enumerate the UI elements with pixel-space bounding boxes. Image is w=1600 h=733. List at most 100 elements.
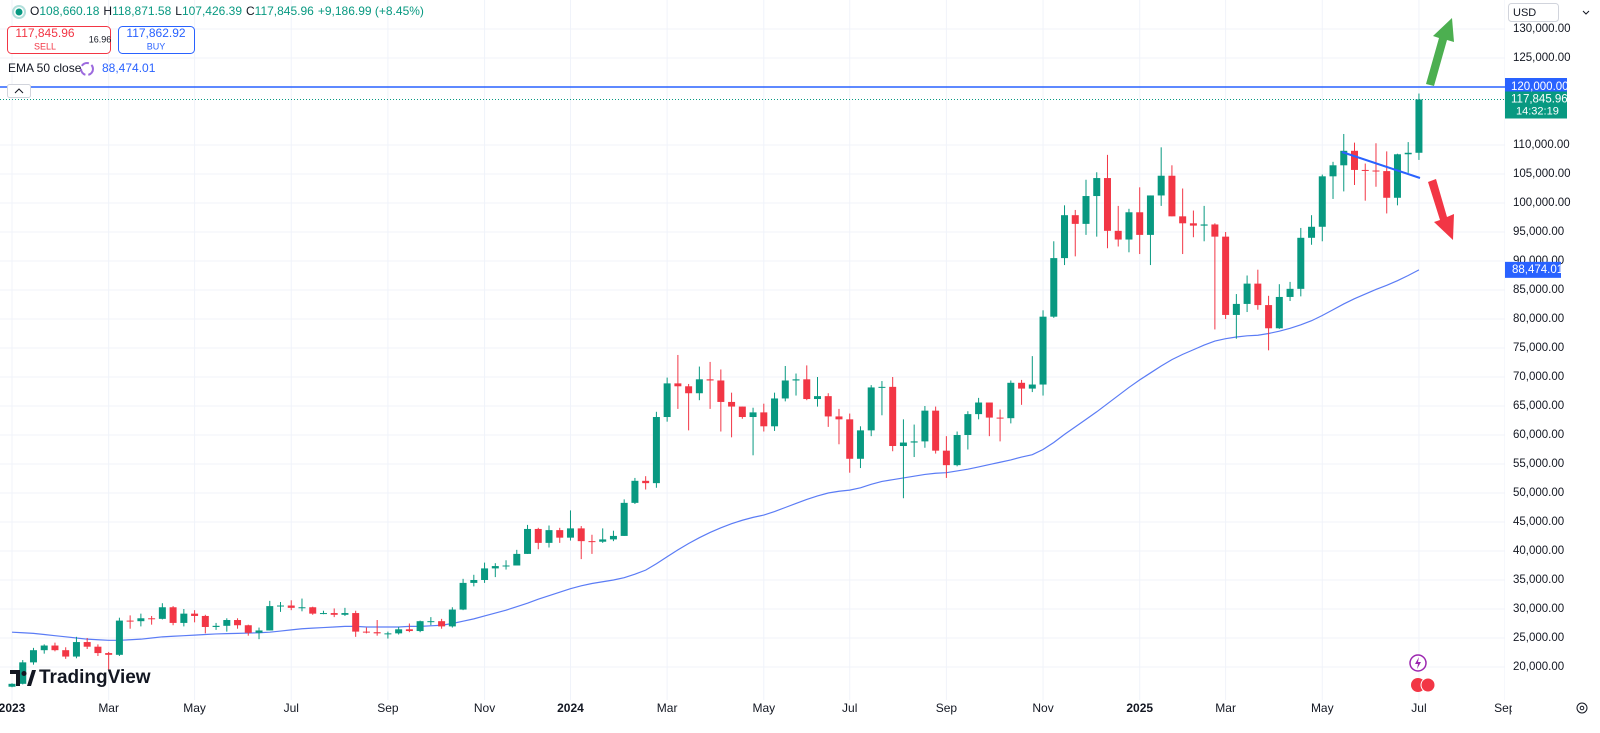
indicator-icon[interactable] (80, 62, 94, 76)
candle-body (835, 416, 843, 420)
ohlc-key: C (246, 4, 255, 18)
candle-body (1254, 283, 1262, 306)
candle-body (362, 631, 370, 633)
sell-label[interactable]: SELL (34, 41, 56, 51)
candle-body (158, 607, 166, 619)
y-tick-label: 50,000.00 (1513, 487, 1564, 499)
buy-price[interactable]: 117,862.92 (126, 26, 185, 40)
candle-body (1179, 216, 1187, 224)
candle-body (1415, 99, 1423, 153)
candle-body (459, 582, 467, 610)
settings-icon[interactable] (1579, 705, 1585, 711)
candle-body (341, 613, 349, 615)
y-tick-label: 95,000.00 (1513, 226, 1564, 238)
candle-body (867, 387, 875, 431)
collapse-icon[interactable] (14, 88, 24, 94)
ohlc-value: 117,845.96 (255, 4, 314, 18)
candle-body (631, 480, 639, 503)
candle-body (427, 621, 435, 623)
y-tick-label: 75,000.00 (1513, 342, 1564, 354)
x-tick-label: Sep (936, 701, 958, 715)
candle-body (1286, 288, 1294, 297)
down-arrow (1428, 179, 1454, 240)
currency-chevron[interactable] (1582, 10, 1590, 15)
candle-body (846, 419, 854, 459)
candle-body (287, 605, 295, 608)
candle-body (524, 528, 532, 554)
y-tick-label: 110,000.00 (1513, 139, 1570, 151)
candle-body (115, 620, 123, 655)
candle-body (1136, 212, 1144, 235)
candle-body (953, 434, 961, 466)
candle-body (985, 402, 993, 418)
candle-body (577, 528, 585, 542)
candle-body (556, 530, 564, 538)
candle-body (695, 379, 703, 394)
sell-button[interactable]: 117,845.96 SELL (7, 26, 111, 54)
candle-body (609, 535, 617, 540)
x-tick-label: May (1311, 701, 1334, 715)
indicator-value: 88,474.01 (102, 61, 156, 75)
candle-body (1189, 223, 1197, 226)
y-tick-label: 55,000.00 (1513, 458, 1564, 470)
candle-body (932, 410, 940, 451)
candle-body (266, 606, 274, 631)
logo: TradingView (10, 667, 151, 688)
spread: 16.96 (89, 34, 112, 44)
buy-button[interactable]: 117,862.92 BUY (118, 26, 195, 54)
candle-body (72, 642, 80, 657)
logo-text: TradingView (39, 667, 151, 688)
candle-body (491, 566, 499, 569)
candle-body (191, 613, 199, 616)
sell-price[interactable]: 117,845.96 (15, 26, 74, 40)
event-icon[interactable] (1415, 657, 1421, 669)
candle-body (566, 528, 574, 538)
candle-body (51, 645, 59, 651)
candle-body (1318, 176, 1326, 227)
grid (0, 0, 1505, 700)
candle-body (212, 625, 220, 627)
candle-body (298, 607, 306, 609)
candle-body (599, 539, 607, 542)
x-tick-label: Jul (1411, 701, 1426, 715)
y-tick-label: 105,000.00 (1513, 168, 1571, 180)
candle-body (1103, 178, 1111, 231)
change: +9,186.99 (+8.45%) (318, 4, 424, 18)
candle-body (728, 401, 736, 407)
candle-body (137, 618, 145, 622)
y-tick-label: 85,000.00 (1513, 284, 1564, 296)
ema-label: 88,474.01 (1512, 264, 1563, 276)
sell-box[interactable] (7, 26, 111, 54)
currency-box[interactable] (1508, 3, 1559, 22)
flag-icon[interactable] (1420, 677, 1436, 693)
x-tick-label: Mar (1215, 701, 1236, 715)
settings-icon[interactable] (1576, 702, 1588, 714)
candle-body (1082, 196, 1090, 224)
candle-body (481, 568, 489, 580)
candle-body (384, 633, 392, 635)
candle-body (1232, 303, 1240, 315)
candle-body (1125, 212, 1133, 240)
candle-body (29, 650, 37, 663)
candle-body (1071, 215, 1079, 224)
candle-body (1114, 230, 1122, 240)
buy-box[interactable] (118, 26, 195, 54)
candle-body (760, 412, 768, 427)
y-tick-label: 100,000.00 (1513, 197, 1571, 209)
candle-body (223, 620, 231, 626)
candle-body (620, 502, 628, 536)
candle-body (942, 450, 950, 466)
last-price-box (1505, 91, 1567, 119)
y-tick-label: 40,000.00 (1513, 545, 1564, 557)
y-tick-label: 30,000.00 (1513, 603, 1564, 615)
y-tick-label: 20,000.00 (1513, 661, 1564, 673)
collapse-button[interactable] (7, 84, 31, 98)
candle-body (416, 621, 424, 632)
candle-body (814, 396, 821, 400)
trend-line (1341, 151, 1421, 179)
candle-body (405, 629, 413, 632)
candle-body (781, 380, 789, 399)
buy-label[interactable]: BUY (147, 41, 166, 51)
countdown: 14:32:19 (1516, 105, 1559, 117)
currency[interactable]: USD (1513, 7, 1536, 19)
